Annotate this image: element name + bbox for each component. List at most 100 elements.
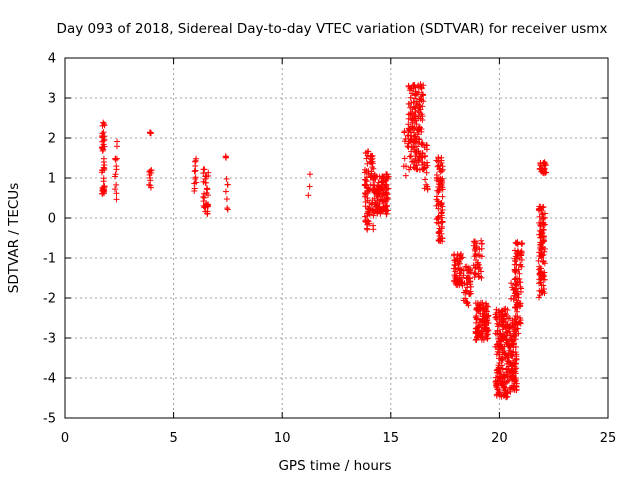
data-point (511, 261, 518, 268)
data-point (370, 212, 377, 219)
x-tick-label: 15 (383, 431, 400, 446)
data-point (201, 166, 208, 173)
data-point (512, 239, 519, 246)
data-point (424, 183, 431, 190)
data-point (362, 177, 369, 184)
data-point (505, 342, 512, 349)
data-point (412, 91, 419, 98)
data-point (536, 231, 543, 238)
data-point (418, 84, 425, 91)
data-point (374, 207, 381, 214)
data-point (362, 191, 369, 198)
data-point (512, 375, 519, 382)
data-point (482, 322, 489, 329)
data-point (452, 268, 459, 275)
data-point (505, 315, 512, 322)
data-point (498, 338, 505, 345)
data-point (203, 201, 210, 208)
data-point (361, 166, 368, 173)
data-point (462, 287, 469, 294)
data-point (99, 132, 106, 139)
data-point (435, 230, 442, 237)
data-point (515, 249, 522, 256)
data-point (361, 182, 368, 189)
y-tick-label: 1 (48, 172, 56, 187)
data-point (476, 331, 483, 338)
data-point (494, 348, 501, 355)
data-point (379, 205, 386, 212)
data-point (539, 288, 546, 295)
data-point (405, 115, 412, 122)
data-point (366, 171, 373, 178)
data-point (499, 318, 506, 325)
data-point (503, 366, 510, 373)
data-point (112, 171, 119, 178)
data-point (476, 246, 483, 253)
data-point (99, 144, 106, 151)
data-point (536, 292, 543, 299)
data-point (306, 183, 313, 190)
data-point (422, 152, 429, 159)
data-point (508, 280, 515, 287)
data-point (518, 285, 525, 292)
y-axis-label: SDTVAR / TECUs (6, 183, 22, 293)
data-point (540, 282, 547, 289)
data-point (415, 136, 422, 143)
data-point (410, 82, 417, 89)
data-point (409, 144, 416, 151)
data-point (473, 313, 480, 320)
data-point (101, 183, 108, 190)
y-tick-label: -3 (43, 332, 56, 347)
data-point (462, 295, 469, 302)
data-point (456, 270, 463, 277)
data-point (499, 345, 506, 352)
data-point (411, 138, 418, 145)
data-point (111, 186, 118, 193)
data-point (415, 101, 422, 108)
data-point (147, 167, 154, 174)
data-point (400, 163, 407, 170)
data-point (450, 265, 457, 272)
data-point (205, 169, 212, 176)
data-point (145, 181, 152, 188)
data-point (114, 138, 121, 145)
data-point (201, 190, 208, 197)
data-point (407, 94, 414, 101)
data-point (475, 333, 482, 340)
data-point (410, 99, 417, 106)
data-point (202, 175, 209, 182)
data-point (540, 233, 547, 240)
data-point (502, 374, 509, 381)
data-point (420, 91, 427, 98)
data-point (493, 392, 500, 399)
data-point (437, 238, 444, 245)
data-point (505, 377, 512, 384)
data-point (517, 300, 524, 307)
data-point (412, 138, 419, 145)
data-point (421, 144, 428, 151)
data-point (537, 279, 544, 286)
data-point (500, 333, 507, 340)
data-point (439, 218, 446, 225)
data-point (224, 206, 231, 213)
data-point (518, 248, 525, 255)
data-point (417, 95, 424, 102)
data-point (112, 156, 119, 163)
data-point (99, 122, 106, 129)
data-point (514, 308, 521, 315)
data-point (377, 210, 384, 217)
data-point (438, 225, 445, 232)
data-point (373, 188, 380, 195)
data-point (502, 351, 509, 358)
data-point (504, 306, 511, 313)
data-point (383, 190, 390, 197)
data-point (419, 113, 426, 120)
data-point (516, 315, 523, 322)
data-point (419, 103, 426, 110)
data-point (494, 378, 501, 385)
data-point (461, 280, 468, 287)
data-point (148, 167, 155, 174)
y-tick-label: -4 (43, 372, 56, 387)
data-point (305, 192, 312, 199)
